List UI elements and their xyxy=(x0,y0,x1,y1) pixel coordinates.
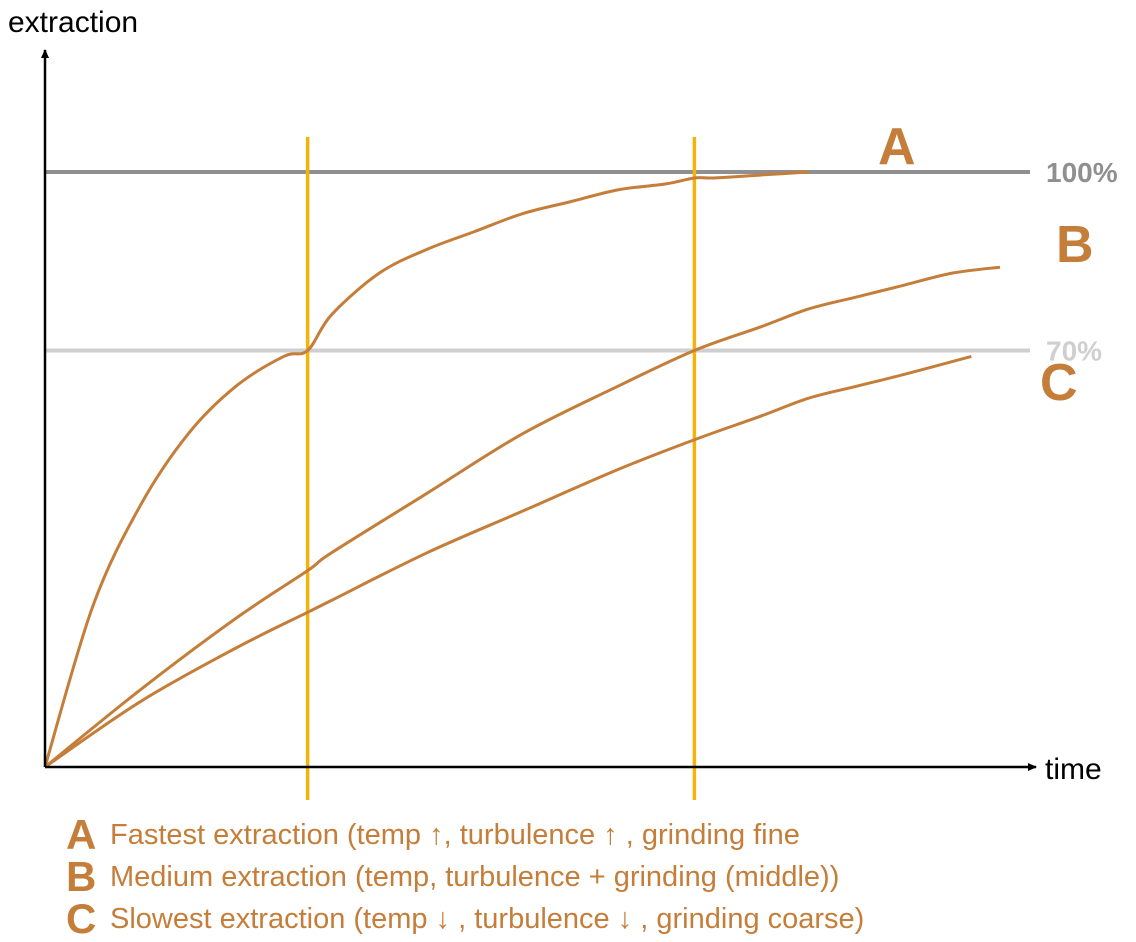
legend-entry-c: C Slowest extraction (temp ↓ , turbulenc… xyxy=(66,898,1126,940)
legend-key-b: B xyxy=(66,853,97,900)
legend: A Fastest extraction (temp ↑, turbulence… xyxy=(66,814,1126,940)
series-label-a: A xyxy=(878,118,916,176)
series-line-a xyxy=(43,170,810,768)
x-axis-label: time xyxy=(1045,753,1102,786)
series-label-b: B xyxy=(1056,216,1094,274)
vertical-markers xyxy=(305,137,697,800)
legend-key-a: A xyxy=(66,811,97,858)
series-line-b xyxy=(44,265,1001,769)
series-label-c: C xyxy=(1040,354,1078,412)
legend-entry-b: B Medium extraction (temp, turbulence + … xyxy=(66,856,1126,898)
legend-text-c: Slowest extraction (temp ↓ , turbulence … xyxy=(110,903,865,935)
ref-label-100-pct: 100% xyxy=(1046,157,1118,188)
legend-text-b: Medium extraction (temp, turbulence + gr… xyxy=(110,861,840,893)
series-curves xyxy=(43,170,1001,769)
legend-key-c: C xyxy=(66,895,97,942)
reference-lines xyxy=(45,170,1030,353)
y-axis-label: extraction xyxy=(8,6,138,39)
series-line-c xyxy=(44,355,972,769)
legend-text-a: Fastest extraction (temp ↑, turbulence ↑… xyxy=(110,819,800,851)
ref-label-70-pct: 70% xyxy=(1046,336,1102,367)
chart-labels: 100% 70% A B C xyxy=(878,118,1118,412)
legend-entry-a: A Fastest extraction (temp ↑, turbulence… xyxy=(66,814,1126,856)
